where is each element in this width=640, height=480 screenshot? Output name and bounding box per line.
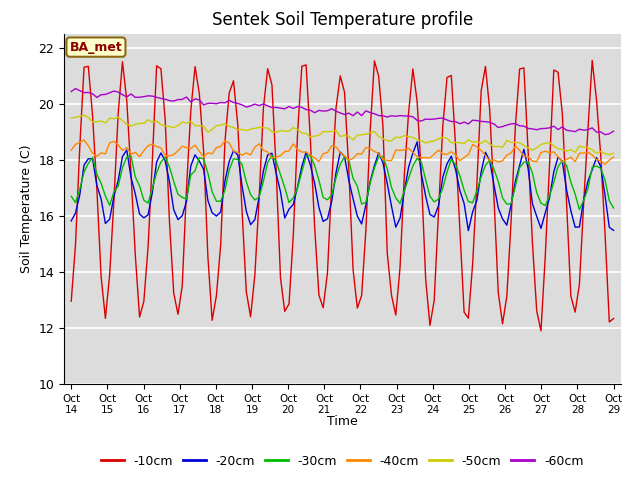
-30cm [268,153,276,158]
Line: -40cm: -40cm [71,140,614,164]
-20cm [541,210,549,216]
Y-axis label: Soil Temperature (C): Soil Temperature (C) [20,144,33,273]
-20cm [67,218,75,224]
Line: -60cm: -60cm [71,89,614,134]
-20cm [465,228,472,233]
-20cm [289,202,297,207]
-50cm [610,150,618,156]
Line: -50cm: -50cm [71,115,614,155]
-40cm [353,151,361,156]
Line: -30cm: -30cm [71,156,614,210]
-30cm [610,205,618,211]
-50cm [353,132,361,138]
-10cm [289,232,297,238]
X-axis label: Time: Time [327,415,358,428]
-40cm [294,147,301,153]
-60cm [67,89,75,95]
-30cm [67,193,75,199]
-50cm [605,152,613,157]
-40cm [204,150,212,156]
-40cm [67,147,75,153]
-20cm [593,155,600,160]
-30cm [353,183,361,189]
-10cm [593,97,600,103]
-10cm [268,82,276,88]
-30cm [200,156,207,162]
-30cm [273,158,280,164]
-50cm [537,142,545,147]
-40cm [273,155,280,160]
-50cm [204,130,212,135]
-60cm [601,132,609,137]
-60cm [204,100,212,106]
-40cm [601,161,609,167]
-20cm [610,228,618,233]
-20cm [413,139,421,145]
-60cm [72,86,79,92]
-60cm [610,128,618,134]
-10cm [537,328,545,334]
-40cm [537,150,545,156]
-20cm [349,196,357,202]
-60cm [294,104,301,109]
Line: -10cm: -10cm [71,60,614,331]
-30cm [294,185,301,191]
-60cm [537,126,545,132]
-50cm [67,115,75,121]
Line: -20cm: -20cm [71,142,614,230]
-10cm [533,308,541,313]
-40cm [588,152,596,158]
Text: BA_met: BA_met [70,41,122,54]
-40cm [610,154,618,160]
-20cm [200,167,207,172]
Title: Sentek Soil Temperature profile: Sentek Soil Temperature profile [212,11,473,29]
-10cm [610,316,618,322]
-50cm [294,127,301,132]
-60cm [353,109,361,115]
-20cm [268,150,276,156]
-50cm [80,112,88,118]
-10cm [349,267,357,273]
-30cm [593,163,600,169]
-40cm [80,137,88,143]
-60cm [273,105,280,110]
-30cm [575,207,583,213]
-10cm [588,58,596,63]
-30cm [537,200,545,206]
-50cm [588,147,596,153]
Legend: -10cm, -20cm, -30cm, -40cm, -50cm, -60cm: -10cm, -20cm, -30cm, -40cm, -50cm, -60cm [97,450,588,473]
-10cm [67,298,75,304]
-60cm [588,125,596,131]
-50cm [273,130,280,135]
-10cm [200,148,207,154]
